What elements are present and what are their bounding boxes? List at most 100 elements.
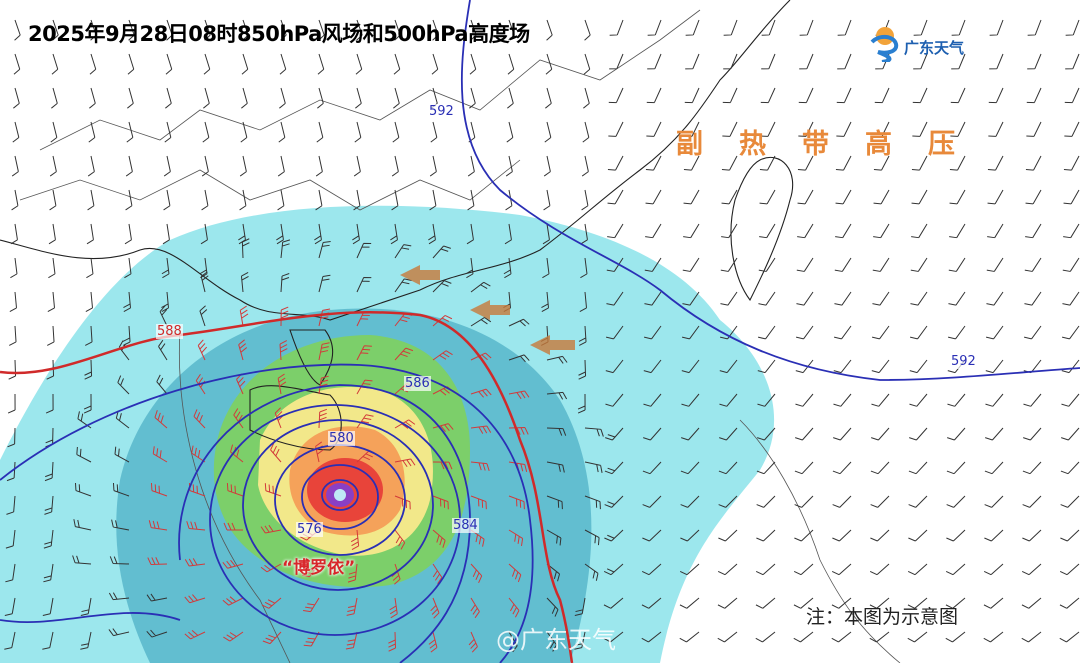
wind-barb xyxy=(945,597,966,609)
wind-barb xyxy=(908,461,928,475)
wind-barb xyxy=(318,274,331,293)
wind-barb xyxy=(124,257,132,279)
wind-barb xyxy=(794,461,814,475)
wind-barb xyxy=(1065,19,1080,36)
wind-barb xyxy=(508,529,524,547)
wind-barb xyxy=(721,155,738,171)
wind-barb xyxy=(280,239,291,259)
contour-580 xyxy=(242,419,434,591)
wind-barb xyxy=(274,407,284,429)
wind-barb xyxy=(1061,393,1080,407)
wind-barb xyxy=(47,325,55,346)
wind-barb xyxy=(353,155,361,177)
wind-barb xyxy=(85,291,94,313)
wind-barb xyxy=(835,223,852,239)
wind-barb xyxy=(945,631,966,643)
wind-barb xyxy=(869,563,890,576)
wind-barb xyxy=(470,563,483,583)
contour-586 xyxy=(0,363,534,663)
contour-label-586: 586 xyxy=(404,376,431,391)
wind-barb xyxy=(757,393,776,407)
wind-barb xyxy=(1060,529,1080,542)
wind-barb xyxy=(947,393,966,407)
logo-text: 广东天气 xyxy=(904,38,965,57)
wind-barb xyxy=(42,597,54,617)
wind-barb xyxy=(394,19,401,41)
contour-574 xyxy=(321,479,359,511)
wind-barb xyxy=(873,223,890,239)
wind-barb xyxy=(755,563,776,576)
wind-barb xyxy=(5,529,16,549)
wind-barb xyxy=(987,155,1004,171)
wind-barb xyxy=(795,325,814,340)
wind-barb xyxy=(645,189,662,205)
wind-barb xyxy=(508,461,528,472)
wind-barb xyxy=(428,631,438,653)
wind-barb xyxy=(125,155,133,177)
wind-barb xyxy=(394,278,412,293)
wind-barb xyxy=(77,411,92,429)
wind-barb xyxy=(795,427,814,441)
wind-barb xyxy=(279,53,287,75)
wind-barb xyxy=(503,257,512,279)
wind-barb xyxy=(278,121,286,143)
wind-barb xyxy=(6,495,16,515)
wind-barb xyxy=(1059,631,1080,643)
wind-barb xyxy=(793,563,814,576)
wind-barb xyxy=(238,223,246,245)
wind-barb xyxy=(508,495,525,510)
wind-barb xyxy=(582,121,590,143)
wind-barb xyxy=(345,631,358,650)
wind-barb xyxy=(583,53,591,75)
wind-barb xyxy=(1025,189,1042,205)
wind-barb xyxy=(202,121,210,143)
wind-barb xyxy=(950,87,966,104)
wind-barb xyxy=(152,446,168,463)
wind-barb xyxy=(641,563,662,576)
contour-588 xyxy=(0,311,574,663)
wind-barb xyxy=(303,597,320,613)
wind-barb xyxy=(1021,631,1042,643)
wind-barb xyxy=(722,87,738,104)
wind-barb xyxy=(508,19,515,41)
wind-barb xyxy=(199,305,208,327)
logo: 广东天气 xyxy=(868,22,964,62)
wind-barb xyxy=(543,155,551,177)
wind-barb xyxy=(9,291,18,313)
wind-barb xyxy=(546,495,563,510)
wind-barb xyxy=(1060,461,1080,475)
wind-barb xyxy=(1025,223,1042,239)
wind-barb xyxy=(909,393,928,407)
wind-barb xyxy=(393,53,401,75)
wind-barb xyxy=(466,223,474,245)
wind-barb xyxy=(719,359,738,374)
wind-barb xyxy=(545,87,552,109)
wind-barb xyxy=(1061,325,1080,340)
wind-barb xyxy=(645,223,662,239)
wind-barb xyxy=(279,87,286,109)
wind-barb xyxy=(606,291,624,306)
wind-barb xyxy=(644,291,662,306)
wind-barb xyxy=(432,423,454,433)
wind-barb xyxy=(51,53,59,75)
wind-barb xyxy=(609,53,624,70)
wind-barb xyxy=(679,597,700,609)
wind-barb xyxy=(159,305,168,327)
wind-barb xyxy=(541,291,550,313)
wind-barb xyxy=(356,414,374,429)
wind-barb xyxy=(222,596,244,606)
wind-barb xyxy=(186,521,206,531)
wind-barb xyxy=(1026,87,1042,104)
wind-barb xyxy=(469,87,476,109)
wind-barb xyxy=(546,461,565,473)
wind-barb xyxy=(720,291,738,306)
wind-barb xyxy=(470,19,477,41)
wind-barb xyxy=(317,53,325,75)
wind-barb xyxy=(947,427,966,441)
wind-barb xyxy=(983,563,1004,576)
wind-barb xyxy=(794,495,814,508)
wind-barb xyxy=(76,446,92,463)
wind-barb xyxy=(470,388,492,398)
wind-barb xyxy=(1024,291,1042,306)
